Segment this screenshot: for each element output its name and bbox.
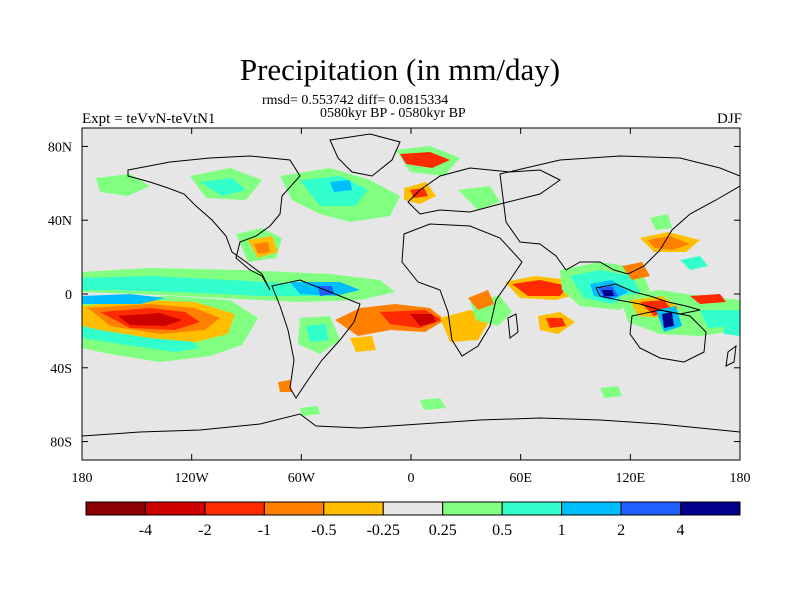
x-tick-label: 0: [408, 471, 415, 486]
anomaly-cell: [82, 294, 165, 304]
anomaly-cell: [300, 406, 320, 416]
anomaly-cell: [410, 314, 436, 326]
colorbar-swatch: [263, 501, 325, 516]
coastline-greenland: [329, 133, 401, 177]
anomaly-cell: [200, 178, 246, 196]
colorbar-label: -0.5: [311, 522, 336, 539]
x-tick-label: 120W: [175, 471, 210, 486]
colorbar-label: -0.25: [367, 522, 400, 539]
anomaly-cell: [420, 398, 446, 410]
x-axis: 180 120W 60W 0 60E 120E 180: [72, 128, 751, 486]
coastline-antarctica: [82, 413, 740, 437]
y-axis: 80N 40N 0 40S 80S: [48, 140, 740, 451]
x-tick-label: 120E: [616, 471, 646, 486]
colorbar-label: 4: [677, 522, 685, 539]
anomaly-cell: [468, 290, 494, 310]
colorbar-label: 1: [558, 522, 566, 539]
x-tick-label: 180: [730, 471, 751, 486]
anomaly-cell: [96, 174, 150, 196]
coastline-africa: [401, 223, 523, 357]
y-tick-label: 0: [65, 288, 72, 303]
colorbar-label: -4: [139, 522, 152, 539]
anomaly-cell: [400, 152, 450, 168]
anomaly-cell: [254, 242, 270, 254]
anomaly-cell: [306, 324, 328, 342]
colorbar-swatch: [204, 501, 265, 516]
anomaly-cell: [690, 294, 726, 304]
colorbar-swatch: [144, 501, 206, 516]
coastline-madagascar: [507, 313, 519, 339]
x-tick-label: 180: [72, 471, 93, 486]
anomaly-cell: [278, 380, 292, 392]
anomaly-cell: [724, 318, 740, 336]
period-label: 0580kyr BP - 0580kyr BP: [320, 106, 466, 121]
colorbar-label: 2: [617, 522, 625, 539]
coastline-indonesia: [595, 283, 701, 315]
x-tick-label: 60W: [288, 471, 316, 486]
anomaly-cell: [650, 214, 672, 230]
colorbar-swatch: [561, 501, 622, 516]
coastline-asia: [499, 155, 740, 275]
anomaly-cell: [602, 290, 614, 296]
colorbar-swatch: [620, 501, 682, 516]
y-tick-label: 80N: [48, 140, 72, 155]
anomaly-cell: [546, 318, 566, 328]
colorbar-swatch: [382, 501, 444, 516]
anomaly-cell: [330, 180, 352, 192]
colorbar-swatch: [442, 501, 503, 516]
colorbar-swatch: [323, 501, 384, 516]
rmsd-diff-stats: rmsd= 0.553742 diff= 0.0815334: [262, 93, 449, 108]
anomaly-cell: [350, 336, 376, 352]
experiment-label: Expt = teVvN-teVtN1: [82, 111, 216, 127]
coastline-new-zealand: [725, 344, 737, 367]
colorbar-swatch: [85, 501, 146, 516]
coastline-north-america: [127, 155, 301, 291]
coastline-europe: [407, 167, 561, 215]
colorbar-label: 0.5: [492, 522, 512, 539]
anomaly-cell: [680, 256, 708, 270]
y-tick-label: 40N: [48, 214, 72, 229]
anomaly-cell: [512, 280, 568, 296]
map-title: Precipitation (in mm/day): [239, 52, 561, 87]
coastline-south-america: [271, 279, 361, 399]
anomaly-cell: [458, 186, 500, 210]
anomaly-cell: [118, 313, 182, 326]
anomaly-cell: [662, 312, 674, 328]
x-tick-label: 60E: [509, 471, 532, 486]
anomaly-cell: [600, 386, 622, 398]
coastlines: [82, 133, 740, 437]
colorbar-swatch: [680, 501, 741, 516]
season-label: DJF: [716, 111, 742, 127]
anomaly-cell: [648, 236, 690, 250]
coastline-australia: [629, 309, 707, 363]
colorbar-label: 0.25: [429, 522, 457, 539]
anomaly-fields: [82, 146, 740, 416]
colorbar-label: -1: [258, 522, 271, 539]
y-tick-label: 80S: [50, 436, 72, 451]
colorbar: -4 -2 -1 -0.5 -0.25 0.25 0.5 1 2 4: [85, 501, 741, 539]
colorbar-label: -2: [198, 522, 211, 539]
anomaly-cell: [82, 276, 340, 296]
y-tick-label: 40S: [50, 362, 72, 377]
colorbar-swatch: [501, 501, 563, 516]
